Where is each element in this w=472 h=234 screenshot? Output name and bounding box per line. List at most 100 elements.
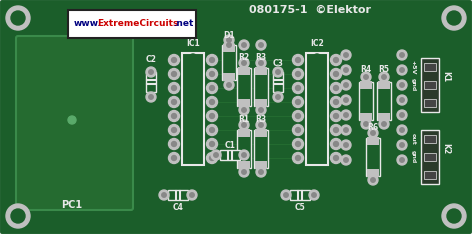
Circle shape [397,65,407,75]
Circle shape [169,55,179,66]
Circle shape [397,50,407,60]
Circle shape [146,67,156,77]
Circle shape [368,128,378,138]
Bar [255,99,267,107]
Circle shape [276,95,280,99]
Circle shape [330,69,342,80]
Circle shape [397,95,407,105]
Circle shape [242,153,246,157]
Circle shape [276,70,280,74]
Circle shape [344,113,348,117]
Text: R1: R1 [238,116,250,124]
Bar [424,135,436,143]
Circle shape [210,99,214,104]
Circle shape [169,110,179,121]
Circle shape [11,209,25,223]
Circle shape [171,142,177,146]
Circle shape [341,140,351,150]
Circle shape [341,125,351,135]
Circle shape [397,110,407,120]
Circle shape [162,193,166,197]
Circle shape [171,128,177,132]
Text: R2: R2 [238,52,250,62]
Circle shape [341,110,351,120]
Circle shape [344,83,348,87]
Circle shape [259,61,263,65]
Circle shape [344,98,348,102]
Circle shape [330,83,342,94]
Circle shape [207,96,218,107]
Circle shape [149,70,153,74]
Bar [255,129,267,137]
Circle shape [442,6,466,30]
Circle shape [344,143,348,147]
Circle shape [330,153,342,164]
Bar [238,129,250,137]
Circle shape [211,150,221,160]
Text: ExtremeCircuits: ExtremeCircuits [97,19,178,29]
Circle shape [189,54,197,62]
Circle shape [159,190,169,200]
Circle shape [169,153,179,164]
Circle shape [239,40,249,50]
Bar [378,81,390,89]
Circle shape [447,11,461,25]
Circle shape [239,120,249,130]
Bar [255,161,267,169]
Circle shape [312,193,316,197]
Circle shape [397,80,407,90]
Bar [254,68,268,106]
Circle shape [341,65,351,75]
Bar [421,130,439,184]
Circle shape [284,193,288,197]
Circle shape [334,85,338,91]
Text: C3: C3 [272,58,284,67]
Text: C5: C5 [295,202,305,212]
Text: R5: R5 [379,66,389,74]
Circle shape [227,38,231,42]
Text: R3: R3 [255,116,267,124]
Circle shape [341,50,351,60]
Circle shape [330,55,342,66]
Bar [367,137,379,145]
Circle shape [371,178,375,182]
Circle shape [210,142,214,146]
Circle shape [207,83,218,94]
Bar [255,67,267,75]
Circle shape [330,110,342,121]
Circle shape [239,105,249,115]
Circle shape [169,96,179,107]
Circle shape [187,190,197,200]
Circle shape [295,142,301,146]
Circle shape [207,139,218,150]
Circle shape [256,167,266,177]
Circle shape [210,156,214,161]
Circle shape [207,110,218,121]
Circle shape [214,153,218,157]
Circle shape [313,54,321,62]
Text: K1: K1 [441,71,450,83]
Bar [424,81,436,89]
Bar [290,190,310,200]
Circle shape [379,72,389,82]
Circle shape [146,92,156,102]
Text: PC1: PC1 [61,200,83,210]
Circle shape [344,158,348,162]
Circle shape [239,167,249,177]
Circle shape [400,113,404,117]
Circle shape [207,69,218,80]
Circle shape [344,68,348,72]
Text: R4: R4 [361,66,371,74]
Circle shape [364,75,368,79]
Circle shape [361,72,371,82]
Circle shape [371,131,375,135]
Circle shape [169,139,179,150]
Circle shape [207,153,218,164]
Circle shape [227,83,231,87]
Circle shape [293,96,303,107]
Circle shape [242,61,246,65]
Bar [237,68,251,106]
Bar [367,169,379,177]
Circle shape [334,156,338,161]
Circle shape [293,153,303,164]
